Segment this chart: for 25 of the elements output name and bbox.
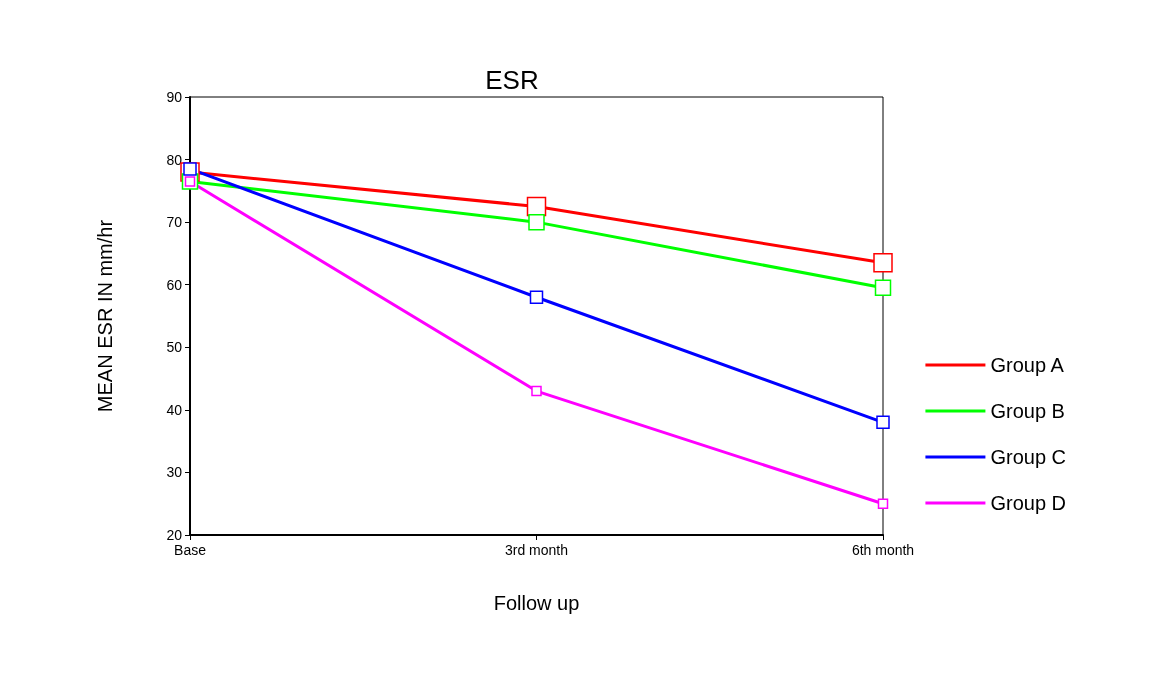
- x-tick-label: 3rd month: [504, 542, 569, 558]
- x-axis-title: Follow up: [493, 592, 580, 614]
- point: [531, 385, 542, 397]
- y-tick-label: 60: [166, 276, 183, 293]
- y-tick-label: 30: [166, 464, 183, 481]
- y-tick-label: 50: [166, 339, 183, 356]
- x-tick-label: 6th month: [851, 542, 915, 558]
- y-tick-label: 20: [166, 527, 183, 543]
- legend-label: Group A: [990, 354, 1065, 376]
- y-tick-label: 40: [166, 401, 183, 418]
- y-axis-title: MEAN ESR IN mm/hr: [94, 219, 116, 413]
- y-tick-label: 80: [166, 151, 183, 168]
- point: [876, 415, 890, 430]
- chart-title: ESR: [485, 65, 539, 95]
- legend-label: Group B: [990, 400, 1065, 422]
- y-tick-label: 90: [166, 89, 183, 105]
- point: [873, 253, 893, 273]
- legend-label: Group D: [990, 492, 1067, 514]
- point: [529, 290, 544, 304]
- y-tick-label: 70: [166, 214, 183, 231]
- x-tick-label: Base: [174, 542, 207, 558]
- legend-label: Group C: [990, 446, 1067, 468]
- point: [877, 498, 889, 509]
- point: [528, 213, 545, 231]
- point: [874, 279, 892, 297]
